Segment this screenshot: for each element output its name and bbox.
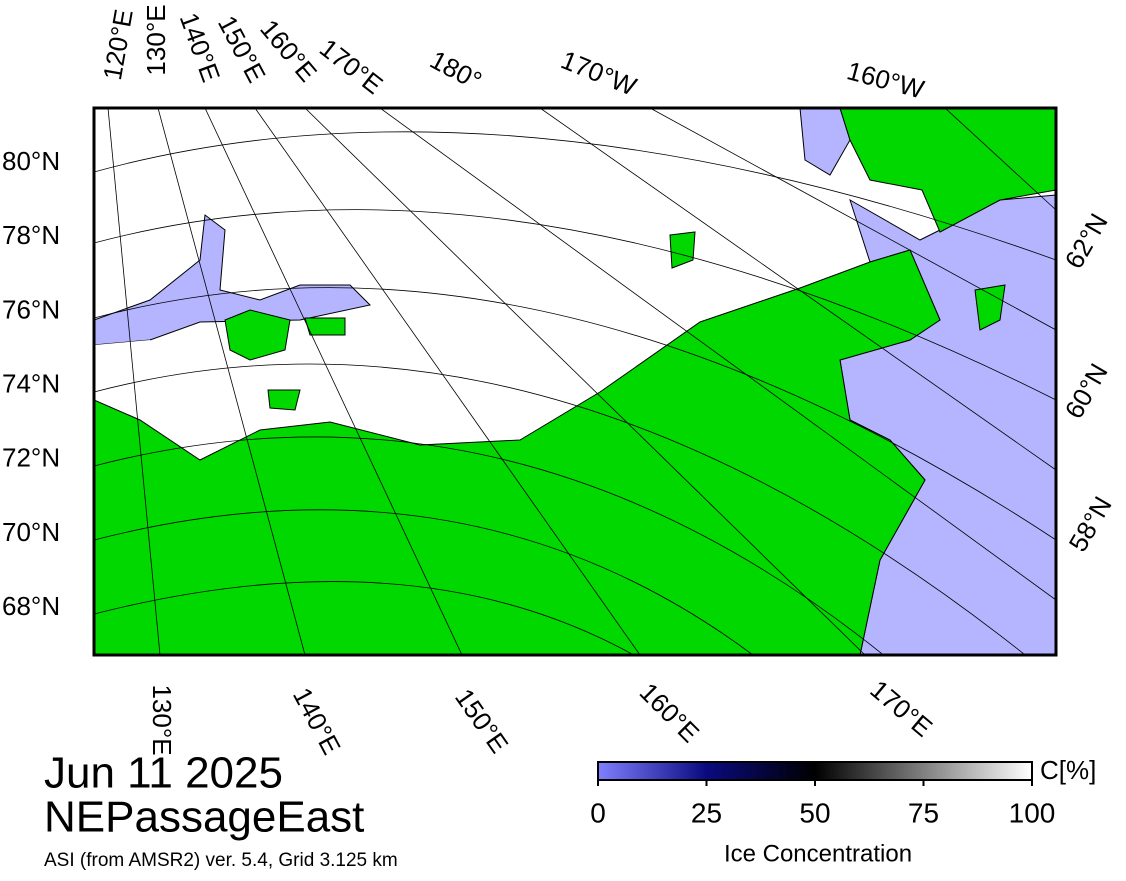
colorbar (597, 761, 1033, 781)
longitude-label: 160°E (634, 677, 706, 749)
open-water (799, 108, 851, 176)
colorbar-tick-label: 100 (1009, 797, 1056, 828)
latitude-label: 62°N (1059, 208, 1114, 273)
latitude-label: 76°N (2, 294, 60, 324)
longitude-label: 160°W (844, 55, 928, 104)
island (304, 317, 346, 336)
date-title: Jun 11 2025 (44, 749, 283, 798)
longitude-label: 130°E (141, 4, 171, 75)
colorbar-unit: C[%] (1040, 755, 1096, 785)
longitude-label: 120°E (97, 7, 139, 82)
colorbar-tick-label: 25 (691, 797, 722, 828)
latitude-label: 58°N (1063, 491, 1118, 556)
colorbar-tick-label: 50 (799, 797, 830, 828)
longitude-label: 170°E (314, 33, 389, 100)
source-note: ASI (from AMSR2) ver. 5.4, Grid 3.125 km (44, 850, 398, 871)
latitude-label: 68°N (2, 591, 60, 621)
island (974, 284, 1006, 331)
graticule (94, 108, 1056, 655)
colorbar-tick-label: 75 (908, 797, 939, 828)
longitude-label: 130°E (147, 684, 177, 755)
latitude-label: 70°N (2, 517, 60, 547)
island (267, 389, 301, 411)
longitude-label: 170°E (864, 674, 938, 743)
region-title: NEPassageEast (44, 793, 364, 842)
latitude-label: 74°N (2, 368, 60, 398)
land (94, 249, 941, 655)
colorbar-tick-label: 0 (590, 797, 606, 828)
longitude-label: 140°E (287, 683, 347, 760)
latitude-label: 60°N (1059, 358, 1114, 423)
latitude-label: 72°N (2, 443, 60, 473)
longitude-label: 180° (425, 44, 487, 96)
island (224, 309, 291, 361)
longitude-label: 150°E (449, 683, 514, 758)
island (669, 231, 696, 269)
latitude-label: 80°N (2, 146, 60, 176)
sea-ice (94, 340, 180, 400)
longitude-label: 170°W (557, 44, 641, 101)
map-area (94, 108, 1056, 655)
latitude-label: 78°N (2, 220, 60, 250)
map-frame (92, 106, 1058, 657)
land (839, 108, 1056, 233)
colorbar-label: Ice Concentration (724, 840, 912, 867)
